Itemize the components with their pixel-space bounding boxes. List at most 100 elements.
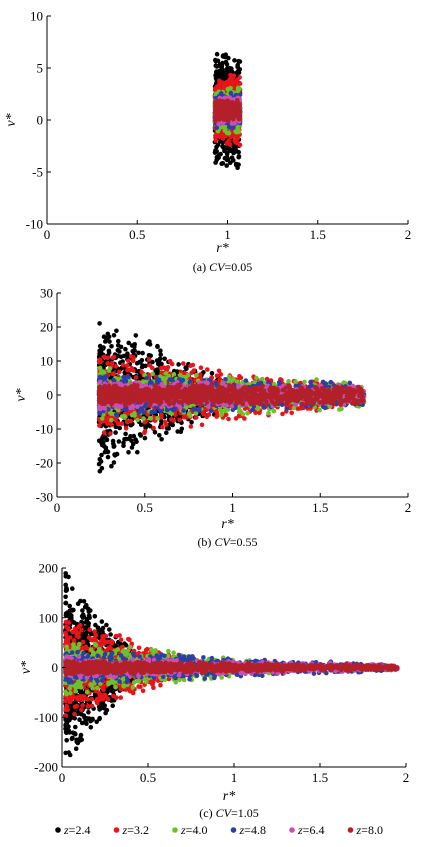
data-point <box>130 368 136 373</box>
data-point <box>155 415 160 421</box>
data-point <box>125 351 130 357</box>
data-point <box>224 151 230 157</box>
data-point <box>190 362 196 368</box>
x-tick-label: 0.5 <box>129 227 145 242</box>
data-point <box>159 437 164 442</box>
data-point <box>232 79 238 85</box>
data-point <box>113 430 118 435</box>
data-point <box>112 452 117 457</box>
data-point <box>140 350 145 356</box>
data-point <box>176 362 181 367</box>
data-point <box>237 142 243 148</box>
data-point <box>136 350 141 356</box>
data-point <box>198 365 204 371</box>
data-point <box>106 348 112 354</box>
data-point <box>216 117 222 122</box>
data-point <box>117 425 122 431</box>
data-point <box>221 53 226 59</box>
data-point <box>105 331 111 337</box>
data-point <box>219 412 225 417</box>
data-point <box>113 364 119 369</box>
data-point <box>96 461 102 467</box>
data-point <box>231 144 236 149</box>
data-point <box>233 140 238 145</box>
data-point <box>116 338 121 344</box>
data-point <box>193 415 199 420</box>
data-point <box>132 410 137 416</box>
data-point <box>221 145 226 150</box>
y-tick-label: 5 <box>37 61 44 76</box>
data-point <box>145 341 151 346</box>
data-point <box>214 109 219 114</box>
data-point <box>135 417 140 423</box>
data-point <box>317 407 322 413</box>
y-tick-label: 0 <box>37 113 44 128</box>
data-point <box>109 411 114 416</box>
data-point <box>194 372 199 378</box>
data-point <box>215 85 221 91</box>
data-point <box>125 419 130 425</box>
data-point <box>116 439 122 444</box>
data-point <box>101 334 107 340</box>
data-point <box>171 371 177 377</box>
data-point <box>121 413 127 419</box>
data-point <box>226 86 231 92</box>
data-point <box>139 357 145 363</box>
series-z=8.0 <box>212 98 243 124</box>
data-point <box>109 463 114 469</box>
scatter-points <box>212 51 243 170</box>
data-point <box>223 74 229 80</box>
data-point <box>97 468 103 474</box>
data-point <box>177 417 182 423</box>
data-point <box>217 68 222 74</box>
data-point <box>97 321 102 326</box>
data-point <box>223 59 229 65</box>
data-point <box>227 116 232 121</box>
y-tick-label: 10 <box>30 9 43 24</box>
data-point <box>187 413 193 419</box>
data-point <box>236 162 241 167</box>
data-point <box>109 422 114 428</box>
data-point <box>111 444 117 449</box>
data-point <box>197 372 203 378</box>
data-point <box>337 407 342 412</box>
data-point <box>218 372 224 377</box>
data-point <box>125 367 130 373</box>
data-point <box>228 72 233 78</box>
data-point <box>179 426 185 432</box>
data-point <box>133 333 139 338</box>
data-point <box>289 410 295 416</box>
data-point <box>166 426 171 431</box>
data-point <box>107 366 113 371</box>
data-point <box>214 100 219 105</box>
data-point <box>189 420 194 425</box>
data-point <box>280 411 285 417</box>
data-point <box>232 58 237 63</box>
data-point <box>131 433 137 439</box>
data-point <box>101 370 107 375</box>
data-point <box>227 76 233 82</box>
caption-prefix: (a) <box>193 260 209 274</box>
data-point <box>126 450 131 455</box>
data-point <box>199 422 205 428</box>
data-point <box>135 449 140 455</box>
data-point <box>191 368 197 373</box>
data-point <box>105 454 111 460</box>
data-point <box>163 371 169 376</box>
data-point <box>217 79 223 85</box>
data-point <box>227 125 233 130</box>
data-point <box>119 421 125 426</box>
data-point <box>103 339 108 344</box>
data-point <box>229 121 235 126</box>
data-point <box>214 373 220 379</box>
data-point <box>150 371 155 377</box>
data-point <box>181 361 186 366</box>
data-point <box>146 357 152 362</box>
data-point <box>169 417 174 422</box>
data-point <box>108 431 113 436</box>
data-point <box>155 343 160 349</box>
data-point <box>220 161 226 166</box>
data-point <box>245 411 250 416</box>
y-tick-label: -5 <box>32 165 43 180</box>
data-point <box>164 422 169 427</box>
